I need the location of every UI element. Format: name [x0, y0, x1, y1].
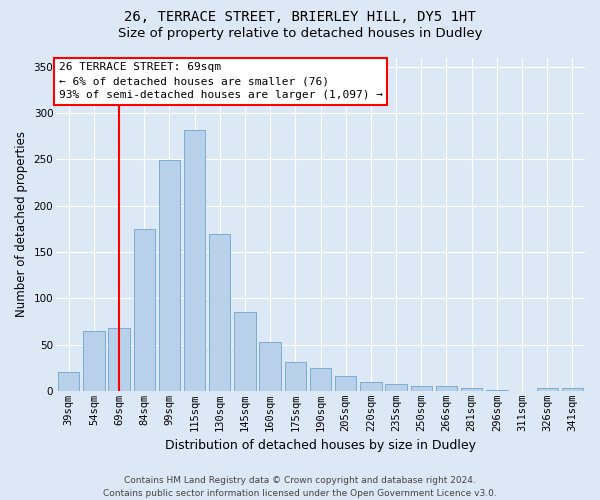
Bar — [486, 390, 508, 391]
Bar — [335, 376, 356, 391]
Text: Size of property relative to detached houses in Dudley: Size of property relative to detached ho… — [118, 28, 482, 40]
Bar — [461, 388, 482, 391]
Y-axis label: Number of detached properties: Number of detached properties — [15, 131, 28, 317]
Bar — [209, 234, 230, 391]
Bar — [83, 330, 104, 391]
Bar — [259, 342, 281, 391]
Bar — [109, 328, 130, 391]
Bar — [58, 372, 79, 391]
Bar — [536, 388, 558, 391]
Bar — [184, 130, 205, 391]
Bar — [159, 160, 180, 391]
Bar — [234, 312, 256, 391]
Text: 26 TERRACE STREET: 69sqm
← 6% of detached houses are smaller (76)
93% of semi-de: 26 TERRACE STREET: 69sqm ← 6% of detache… — [59, 62, 383, 100]
Bar — [385, 384, 407, 391]
Bar — [410, 386, 432, 391]
Bar — [134, 229, 155, 391]
Bar — [310, 368, 331, 391]
Bar — [436, 386, 457, 391]
Text: 26, TERRACE STREET, BRIERLEY HILL, DY5 1HT: 26, TERRACE STREET, BRIERLEY HILL, DY5 1… — [124, 10, 476, 24]
X-axis label: Distribution of detached houses by size in Dudley: Distribution of detached houses by size … — [165, 440, 476, 452]
Text: Contains HM Land Registry data © Crown copyright and database right 2024.
Contai: Contains HM Land Registry data © Crown c… — [103, 476, 497, 498]
Bar — [360, 382, 382, 391]
Bar — [284, 362, 306, 391]
Bar — [562, 388, 583, 391]
